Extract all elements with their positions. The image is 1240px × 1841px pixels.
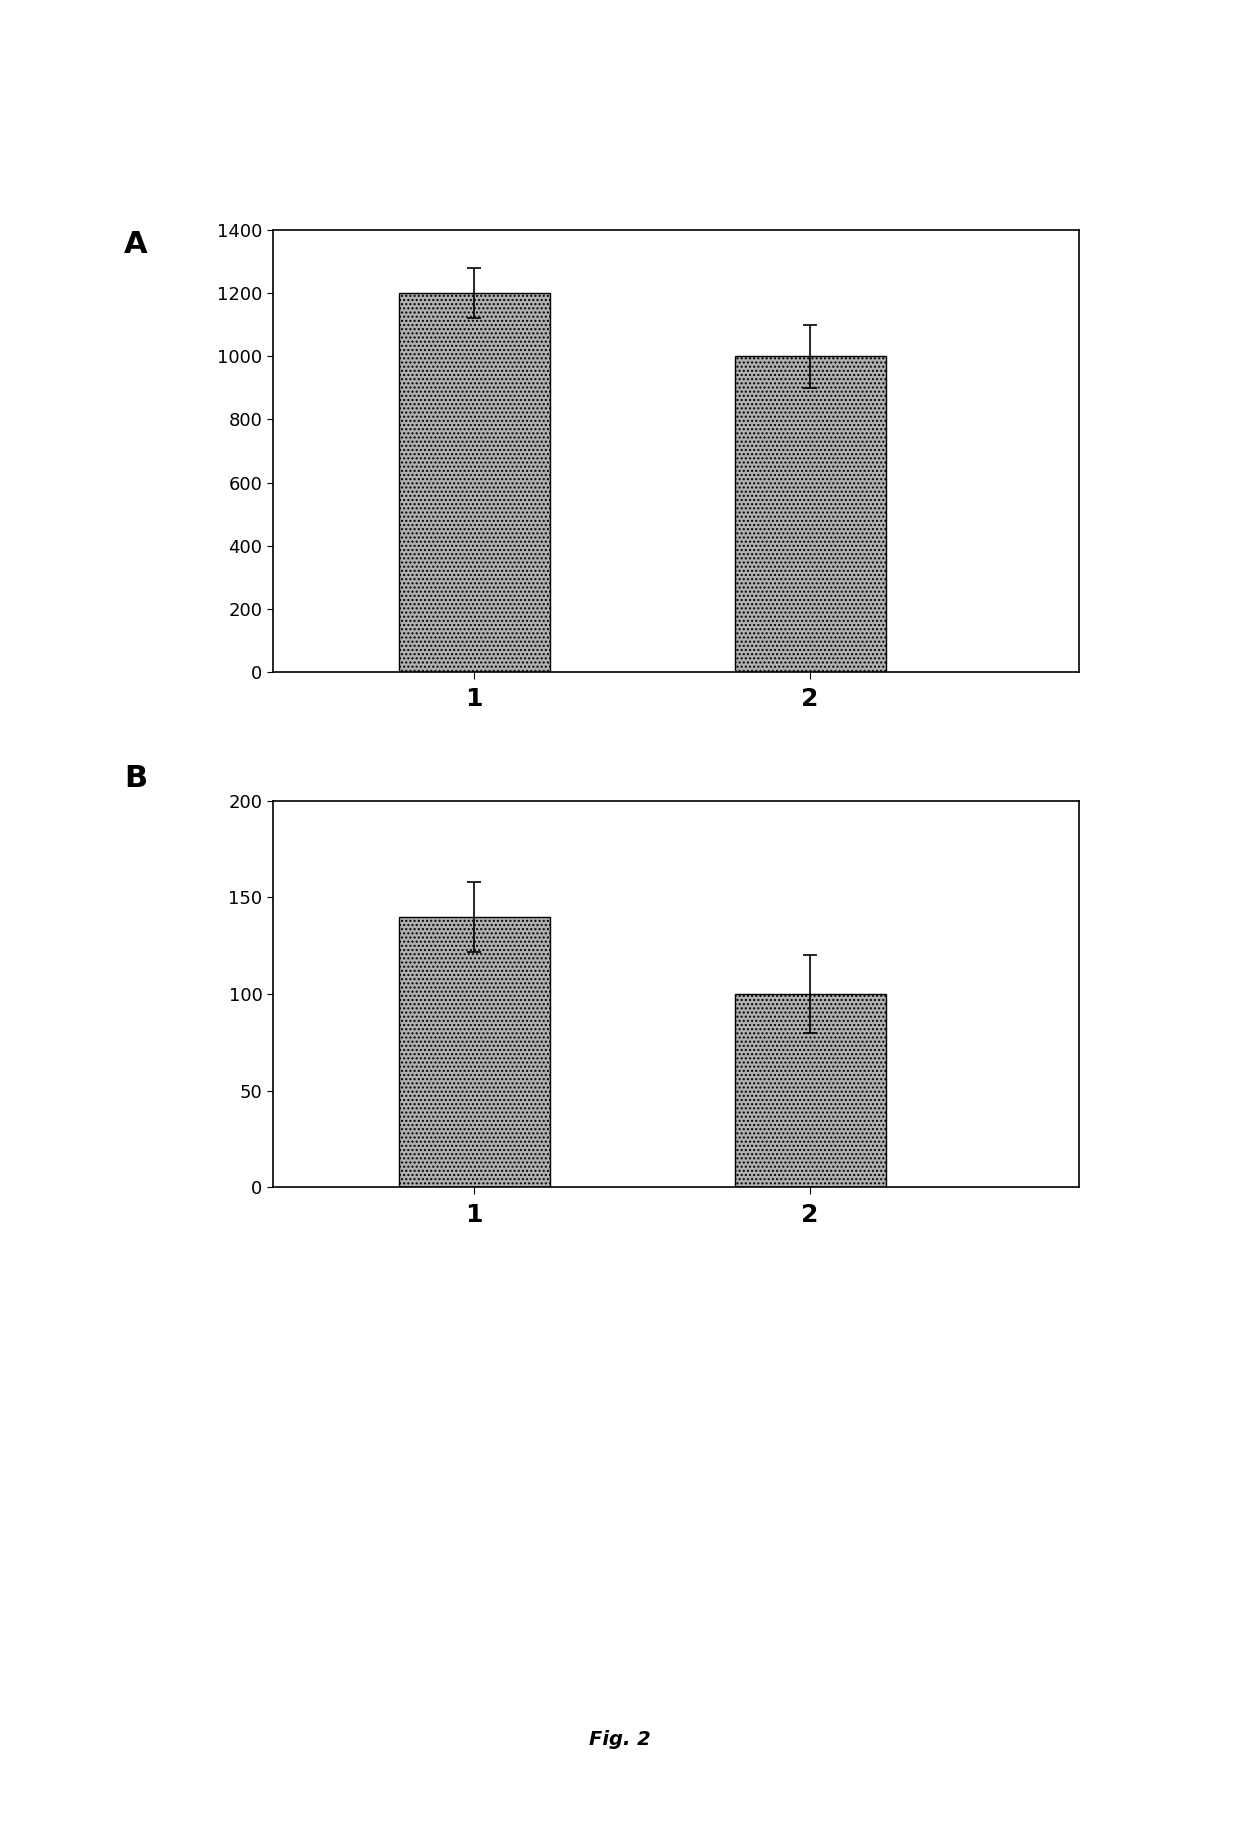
Bar: [399, 293, 549, 672]
Text: A: A: [124, 230, 148, 260]
Bar: [399, 917, 549, 1187]
Bar: [734, 357, 885, 672]
Bar: [734, 994, 885, 1187]
Text: B: B: [124, 764, 148, 793]
Text: Fig. 2: Fig. 2: [589, 1731, 651, 1749]
